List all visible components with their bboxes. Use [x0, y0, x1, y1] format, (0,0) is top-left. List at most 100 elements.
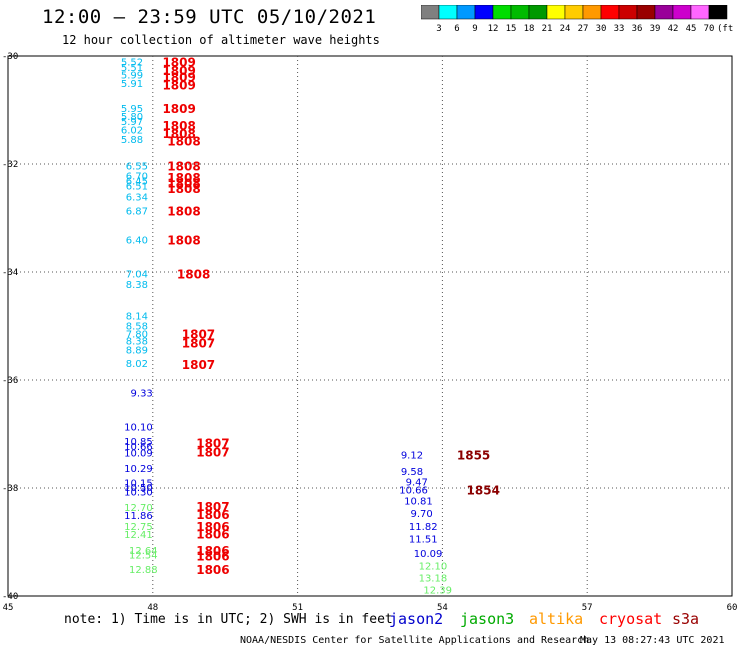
y-tick-label: -30	[2, 52, 18, 62]
time-label: 1806	[196, 544, 229, 558]
swh-value-label: 9.12	[401, 451, 423, 462]
time-label: 1808	[167, 182, 200, 196]
swh-value-label: 5.88	[121, 135, 143, 146]
swh-value-label: 12.54	[129, 551, 158, 562]
swh-value-label: 7.04	[126, 270, 148, 281]
swh-value-label: 12.75	[124, 522, 153, 533]
legend-jason2: jason2	[389, 610, 444, 628]
wave-height-chart: 45 48 51 54 57 60-30-32-34-36-38-405.525.515.…	[2, 52, 738, 612]
scale-label: 24	[560, 24, 571, 34]
time-label: 1808	[167, 205, 200, 219]
time-label: 1808	[167, 134, 200, 148]
swh-value-label: 9.33	[131, 389, 153, 400]
time-label: 1808	[167, 234, 200, 248]
swh-value-label: 10.66	[399, 486, 428, 497]
scale-unit: (ft)	[717, 24, 733, 34]
swh-value-label: 9.70	[410, 509, 432, 520]
time-label: 1807	[182, 328, 215, 342]
swh-value-label: 6.34	[126, 192, 148, 203]
y-tick-label: -40	[2, 592, 18, 602]
time-label: 1808	[167, 171, 200, 185]
time-label: 1807	[182, 358, 215, 372]
swh-value-label: 12.39	[423, 586, 452, 597]
swh-value-label: 9.47	[406, 478, 428, 489]
swh-value-label: 12.70	[124, 503, 153, 514]
scale-label: 70	[704, 24, 715, 34]
notes-text: note: 1) Time is in UTC; 2) SWH is in fe…	[64, 612, 393, 627]
time-label: 1808	[167, 176, 200, 190]
scale-label: 3	[436, 24, 441, 34]
swh-value-label: 6.51	[126, 182, 148, 193]
swh-value-label: 12.41	[124, 530, 153, 541]
time-label: 1809	[162, 64, 195, 78]
swh-value-label: 10.09	[414, 549, 443, 560]
swh-value-label: 10.66	[124, 442, 153, 453]
swh-value-label: 6.70	[126, 171, 148, 182]
swh-value-label: 8.14	[126, 311, 148, 322]
swh-value-label: 11.51	[409, 534, 438, 545]
swh-value-label: 8.02	[126, 359, 148, 370]
scale-label: 6	[454, 24, 459, 34]
swh-value-label: 10.30	[124, 487, 153, 498]
swh-value-label: 12.64	[129, 546, 158, 557]
swh-value-label: 10.81	[404, 497, 433, 508]
time-label: 1809	[162, 79, 195, 93]
swh-value-label: 11.86	[124, 511, 153, 522]
swh-value-label: 5.91	[121, 79, 143, 90]
swh-value-label: 10.50	[124, 483, 153, 494]
x-tick-label: 60	[727, 603, 738, 612]
scale-label: 21	[542, 24, 553, 34]
time-label: 1808	[162, 119, 195, 133]
x-tick-label: 54	[437, 603, 448, 612]
swh-value-label: 5.80	[121, 112, 143, 123]
footer-credit: NOAA/NESDIS Center for Satellite Applica…	[240, 635, 590, 646]
swh-value-label: 10.10	[124, 423, 153, 434]
swh-value-label: 6.55	[126, 162, 148, 173]
swh-value-label: 6.87	[126, 207, 148, 218]
time-label: 1806	[196, 550, 229, 564]
scale-label: 27	[578, 24, 589, 34]
swh-value-label: 6.40	[126, 236, 148, 247]
page-title: 12:00 – 23:59 UTC 05/10/2021	[42, 6, 377, 28]
scale-label: 9	[472, 24, 477, 34]
swh-value-label: 12.88	[129, 565, 158, 576]
y-tick-label: -36	[2, 376, 18, 386]
time-label: 1807	[196, 445, 229, 459]
time-label: 1809	[162, 71, 195, 85]
time-label: 1807	[196, 437, 229, 451]
scale-label: 18	[524, 24, 535, 34]
swh-value-label: 5.52	[121, 57, 143, 68]
scale-label: 45	[686, 24, 697, 34]
time-label: 1806	[196, 520, 229, 534]
swh-value-label: 5.97	[121, 117, 143, 128]
x-tick-label: 51	[292, 603, 303, 612]
swh-value-label: 10.15	[124, 479, 153, 490]
scale-label: 12	[488, 24, 499, 34]
time-label: 1854	[467, 484, 500, 498]
x-tick-label: 45	[3, 603, 14, 612]
y-tick-label: -34	[2, 268, 18, 278]
scale-label: 15	[506, 24, 517, 34]
swh-value-label: 8.38	[126, 280, 148, 291]
swh-value-label: 12.10	[419, 561, 448, 572]
y-tick-label: -38	[2, 484, 18, 494]
plot-frame	[7, 55, 733, 597]
time-label: 1809	[162, 102, 195, 116]
swh-value-label: 6.45	[126, 176, 148, 187]
legend-jason3: jason3	[460, 610, 515, 628]
swh-value-label: 8.89	[126, 345, 148, 356]
legend-s3a: s3a	[672, 610, 700, 628]
swh-value-label: 7.80	[126, 330, 148, 341]
time-label: 1807	[196, 500, 229, 514]
scale-label: 36	[632, 24, 643, 34]
time-label: 1808	[177, 268, 210, 282]
time-label: 1806	[196, 508, 229, 522]
time-label: 1806	[196, 527, 229, 541]
y-tick-label: -32	[2, 160, 18, 170]
swh-value-label: 5.95	[121, 104, 143, 115]
scale-label: 42	[668, 24, 679, 34]
swh-value-label: 13.18	[419, 574, 448, 585]
scale-label: 39	[650, 24, 661, 34]
legend-altika: altika	[529, 610, 584, 628]
